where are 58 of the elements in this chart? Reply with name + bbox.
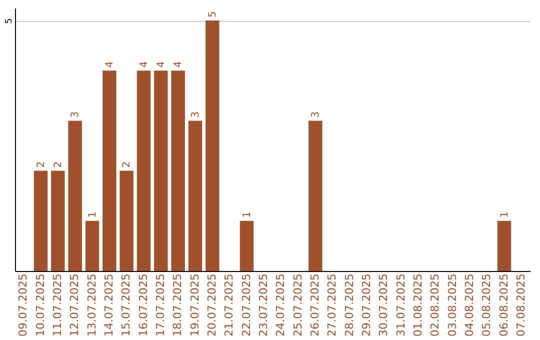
bar xyxy=(136,70,151,271)
x-tick-label: 18.07.2025 xyxy=(171,274,184,336)
data-label: 4 xyxy=(173,61,184,68)
data-label: 4 xyxy=(156,61,167,68)
bar xyxy=(34,170,48,271)
x-tick-label: 30.07.2025 xyxy=(377,274,390,336)
data-label: 4 xyxy=(104,61,116,68)
data-label: 1 xyxy=(242,212,253,218)
data-label: 3 xyxy=(190,111,202,118)
data-label: 1 xyxy=(499,212,510,218)
x-tick-label: 25.07.2025 xyxy=(291,274,304,336)
data-label: 2 xyxy=(122,161,133,168)
x-tick-label: 06.08.2025 xyxy=(497,274,510,336)
data-label: 2 xyxy=(52,161,64,168)
x-tick-label: 04.08.2025 xyxy=(462,274,476,336)
bar xyxy=(240,220,254,271)
x-tick-label: 05.08.2025 xyxy=(480,274,494,336)
x-tick-label: 14.07.2025 xyxy=(102,274,116,336)
bar xyxy=(85,220,100,271)
x-tick-label: 11.07.2025 xyxy=(50,274,64,336)
data-label: 2 xyxy=(36,161,47,168)
x-tick-label: 03.08.2025 xyxy=(446,274,459,336)
bar xyxy=(51,170,65,271)
bar xyxy=(154,70,168,271)
x-tick-label: 15.07.2025 xyxy=(120,274,133,336)
x-tick-label: 29.07.2025 xyxy=(360,274,373,336)
x-tick-label: 17.07.2025 xyxy=(154,274,167,336)
x-tick-label: 13.07.2025 xyxy=(85,274,98,336)
x-tick-label: 27.07.2025 xyxy=(326,274,339,336)
x-tick-label: 01.08.2025 xyxy=(411,274,424,336)
data-label: 4 xyxy=(138,61,150,68)
x-tick-label: 24.07.2025 xyxy=(274,274,288,336)
x-tick-label: 07.08.2025 xyxy=(514,274,528,336)
x-tick-label: 09.07.2025 xyxy=(16,274,30,336)
x-tick-label: 16.07.2025 xyxy=(136,274,150,336)
bar xyxy=(102,70,116,271)
x-tick-label: 26.07.2025 xyxy=(308,274,322,336)
bar xyxy=(308,120,322,271)
x-tick-label: 19.07.2025 xyxy=(188,274,202,336)
data-label: 5 xyxy=(207,11,218,18)
data-label: 3 xyxy=(310,111,322,118)
bar xyxy=(68,120,82,271)
x-tick-label: 23.07.2025 xyxy=(256,274,270,336)
x-tick-label: 31.07.2025 xyxy=(394,274,408,336)
x-tick-label: 21.07.2025 xyxy=(222,274,236,336)
x-tick-label: 28.07.2025 xyxy=(342,274,356,336)
bar xyxy=(497,220,512,271)
data-label: 3 xyxy=(70,111,82,118)
bar xyxy=(188,120,202,271)
x-tick-label: 10.07.2025 xyxy=(34,274,47,336)
bar xyxy=(206,20,220,271)
data-label: 1 xyxy=(87,212,98,218)
x-tick-label: 02.08.2025 xyxy=(428,274,442,336)
bar xyxy=(171,70,185,271)
x-tick-label: 20.07.2025 xyxy=(205,274,218,336)
x-tick-label: 12.07.2025 xyxy=(68,274,82,336)
bar xyxy=(120,170,134,271)
x-tick-label: 22.07.2025 xyxy=(240,274,253,336)
